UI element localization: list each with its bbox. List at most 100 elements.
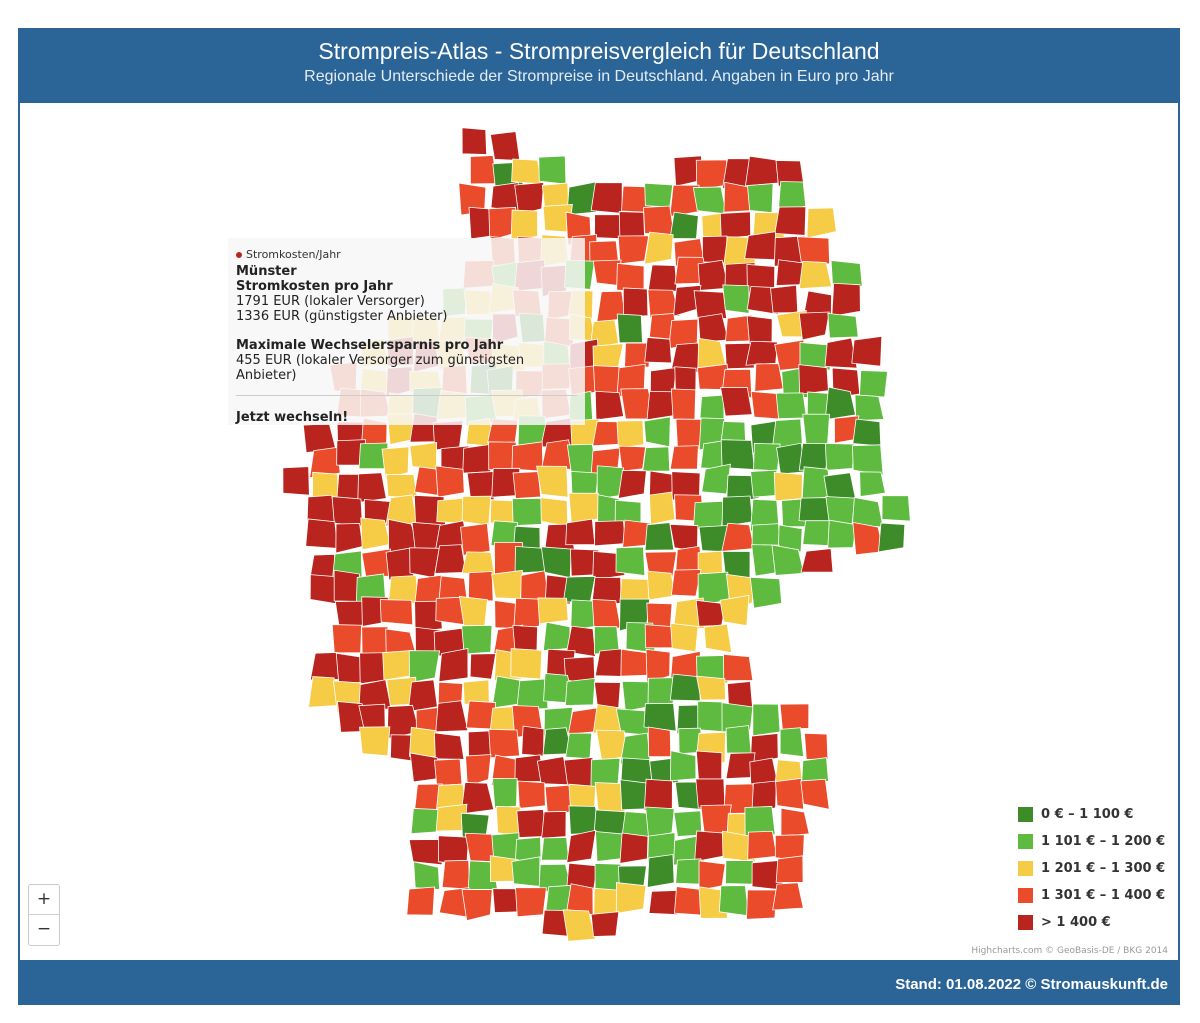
map-region[interactable] — [774, 206, 807, 236]
map-region[interactable] — [643, 205, 675, 236]
zoom-out-button[interactable]: − — [29, 914, 59, 944]
map-region[interactable] — [701, 463, 731, 495]
map-region[interactable] — [721, 495, 753, 528]
map-region[interactable] — [563, 756, 594, 788]
map-region[interactable] — [331, 624, 363, 654]
map-region[interactable] — [800, 778, 830, 810]
map-region[interactable] — [859, 471, 886, 497]
map-region[interactable] — [695, 778, 726, 809]
map-region[interactable] — [852, 444, 884, 476]
map-region[interactable] — [752, 703, 781, 737]
map-region[interactable] — [804, 732, 829, 760]
map-region[interactable] — [435, 465, 465, 498]
map-region[interactable] — [615, 882, 647, 914]
map-region[interactable] — [702, 235, 728, 264]
map-region[interactable] — [721, 522, 755, 552]
map-region[interactable] — [414, 600, 443, 633]
map-region[interactable] — [331, 496, 363, 527]
map-region[interactable] — [775, 392, 807, 420]
map-region[interactable] — [722, 284, 750, 314]
map-region[interactable] — [824, 337, 858, 369]
map-region[interactable] — [644, 231, 674, 265]
map-region[interactable] — [515, 887, 547, 918]
map-region[interactable] — [770, 284, 799, 314]
map-region[interactable] — [647, 264, 678, 292]
map-region[interactable] — [693, 290, 727, 321]
map-region[interactable] — [645, 648, 671, 684]
map-region[interactable] — [379, 599, 414, 626]
map-region[interactable] — [542, 621, 571, 652]
map-region[interactable] — [878, 522, 906, 553]
map-region[interactable] — [700, 804, 732, 837]
map-region[interactable] — [413, 861, 440, 890]
map-region[interactable] — [779, 727, 805, 758]
map-region[interactable] — [460, 522, 491, 556]
map-region[interactable] — [644, 522, 675, 551]
map-region[interactable] — [830, 260, 863, 291]
map-region[interactable] — [305, 518, 338, 549]
map-region[interactable] — [433, 732, 465, 760]
map-region[interactable] — [616, 420, 645, 449]
map-region[interactable] — [750, 390, 784, 420]
map-region[interactable] — [460, 782, 495, 815]
map-region[interactable] — [801, 757, 829, 784]
map-region[interactable] — [566, 625, 596, 658]
map-region[interactable] — [746, 889, 778, 920]
map-region[interactable] — [618, 445, 646, 472]
map-region[interactable] — [488, 728, 521, 759]
map-region[interactable] — [510, 209, 538, 241]
map-region[interactable] — [462, 443, 493, 474]
map-region[interactable] — [489, 131, 521, 161]
map-region[interactable] — [564, 677, 596, 706]
map-region[interactable] — [669, 445, 699, 470]
map-region[interactable] — [536, 465, 569, 498]
map-region[interactable] — [719, 211, 752, 239]
map-region[interactable] — [824, 443, 855, 471]
map-region[interactable] — [644, 182, 674, 208]
map-region[interactable] — [798, 364, 829, 395]
map-region[interactable] — [802, 520, 830, 546]
map-region[interactable] — [385, 474, 418, 499]
map-region[interactable] — [851, 335, 883, 367]
map-region[interactable] — [432, 420, 464, 451]
map-region[interactable] — [747, 830, 778, 860]
map-region[interactable] — [590, 911, 620, 937]
map-region[interactable] — [773, 471, 803, 502]
map-region[interactable] — [775, 855, 804, 883]
map-region[interactable] — [461, 889, 493, 922]
map-region[interactable] — [410, 808, 442, 835]
map-region[interactable] — [696, 675, 726, 701]
map-region[interactable] — [594, 390, 625, 421]
map-region[interactable] — [772, 882, 804, 911]
map-region[interactable] — [513, 597, 543, 632]
map-region[interactable] — [694, 830, 728, 863]
map-region[interactable] — [617, 235, 650, 265]
map-region[interactable] — [771, 544, 805, 576]
map-region[interactable] — [540, 546, 572, 579]
map-region[interactable] — [799, 342, 831, 371]
map-region[interactable] — [435, 700, 469, 733]
map-region[interactable] — [780, 807, 810, 837]
map-region[interactable] — [725, 725, 752, 754]
map-region[interactable] — [511, 158, 543, 185]
map-region[interactable] — [492, 778, 518, 809]
map-region[interactable] — [511, 497, 543, 527]
map-region[interactable] — [616, 262, 645, 293]
map-region[interactable] — [798, 311, 830, 341]
map-region[interactable] — [852, 418, 882, 447]
map-region[interactable] — [854, 394, 885, 421]
map-region[interactable] — [616, 313, 643, 344]
map-region[interactable] — [434, 544, 467, 574]
map-region[interactable] — [461, 624, 493, 655]
map-region[interactable] — [646, 854, 675, 888]
map-region[interactable] — [744, 806, 776, 837]
map-area[interactable] — [20, 104, 1178, 959]
map-region[interactable] — [806, 207, 837, 239]
map-region[interactable] — [489, 499, 515, 524]
map-region[interactable] — [692, 186, 727, 215]
legend-item[interactable]: 0 € – 1 100 € — [1018, 801, 1178, 828]
map-region[interactable] — [643, 416, 671, 448]
switch-now-link[interactable]: Jetzt wechseln! — [236, 410, 349, 425]
legend-item[interactable]: 1 101 € – 1 200 € — [1018, 828, 1178, 855]
map-region[interactable] — [746, 286, 779, 315]
